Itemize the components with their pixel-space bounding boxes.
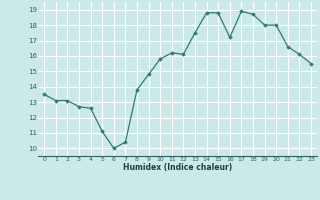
- X-axis label: Humidex (Indice chaleur): Humidex (Indice chaleur): [123, 163, 232, 172]
